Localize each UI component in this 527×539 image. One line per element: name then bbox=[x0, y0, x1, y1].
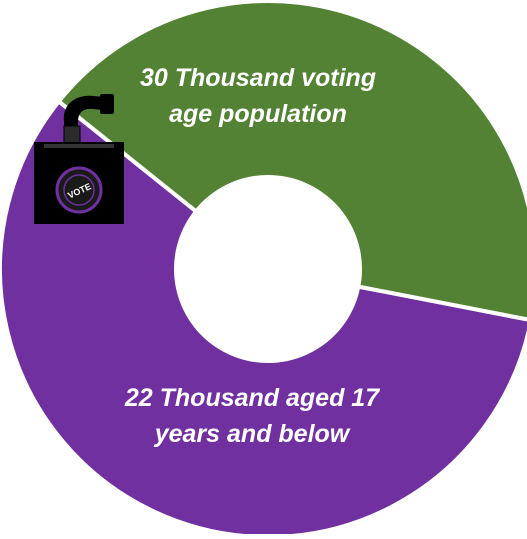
slice-label-1-line-1: 30 Thousand voting bbox=[140, 64, 376, 92]
slice-label-1-line-2: age population bbox=[169, 100, 347, 128]
slice-label-2-line-1: 22 Thousand aged 17 bbox=[124, 384, 380, 412]
ballot-box-icon: VOTE bbox=[34, 94, 124, 224]
labels-group: 30 Thousand voting age population 22 Thous… bbox=[124, 64, 380, 448]
slice-label-2-line-2: years and below bbox=[153, 420, 351, 448]
pie-slice-2 bbox=[56, 0, 527, 322]
donut-hole bbox=[174, 175, 362, 363]
